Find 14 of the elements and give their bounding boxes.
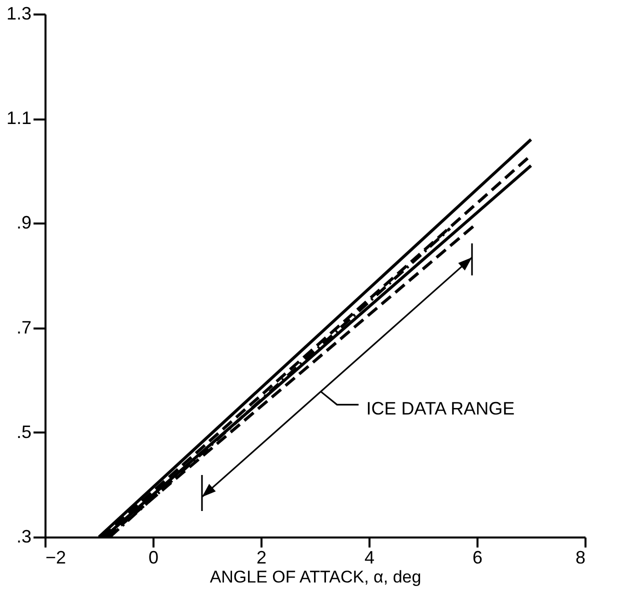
x-tick-label: 6 [472,548,483,568]
y-tick-label: .7 [16,317,32,338]
annotation: ICE DATA RANGE [366,398,515,419]
x-tick-label: 0 [148,548,159,568]
x-tick-label: 4 [364,548,375,568]
x-tick-label: 8 [575,548,586,568]
x-tick-label: −2 [46,548,66,568]
x-axis-title: ANGLE OF ATTACK, α, deg [210,568,422,586]
y-tick-label: 1.3 [6,4,32,24]
y-tick-label: 1.1 [6,108,32,128]
x-tick-label: 2 [256,548,267,568]
y-tick-label: .9 [16,212,32,233]
y-tick-label: .3 [16,526,32,546]
y-tick-label: .5 [16,422,32,442]
